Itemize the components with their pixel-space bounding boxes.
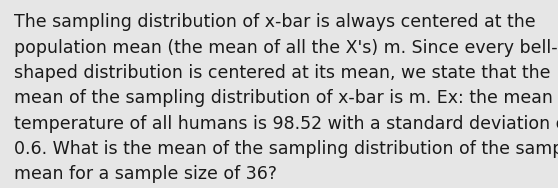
Text: temperature of all humans is 98.52 with a standard deviation of: temperature of all humans is 98.52 with … bbox=[14, 115, 558, 133]
Text: population mean (the mean of all the X's) m. Since every bell-: population mean (the mean of all the X's… bbox=[14, 39, 557, 57]
Text: 0.6. What is the mean of the sampling distribution of the sample: 0.6. What is the mean of the sampling di… bbox=[14, 140, 558, 158]
Text: mean of the sampling distribution of x-bar is m. Ex: the mean: mean of the sampling distribution of x-b… bbox=[14, 89, 553, 107]
Text: The sampling distribution of x-bar is always centered at the: The sampling distribution of x-bar is al… bbox=[14, 13, 536, 31]
Text: shaped distribution is centered at its mean, we state that the: shaped distribution is centered at its m… bbox=[14, 64, 550, 82]
Text: mean for a sample size of 36?: mean for a sample size of 36? bbox=[14, 165, 277, 183]
